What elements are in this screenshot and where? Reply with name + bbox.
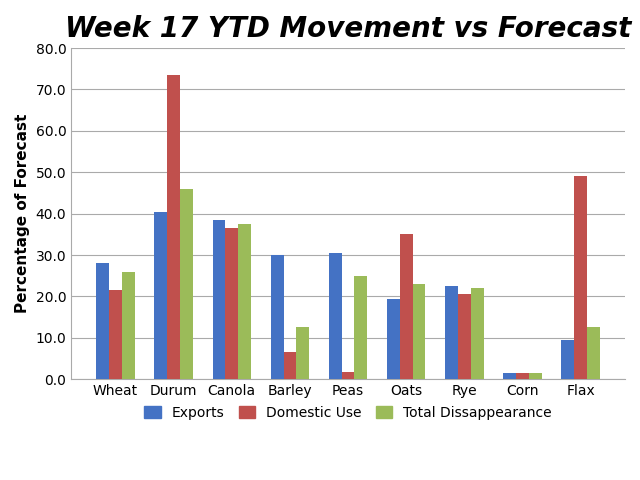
Legend: Exports, Domestic Use, Total Dissappearance: Exports, Domestic Use, Total Dissappeara… bbox=[138, 400, 557, 425]
Bar bbox=[400, 234, 413, 379]
Y-axis label: Percentage of Forecast: Percentage of Forecast bbox=[15, 114, 30, 313]
Bar bbox=[471, 288, 484, 379]
Bar bbox=[296, 327, 309, 379]
Bar bbox=[180, 189, 193, 379]
Bar bbox=[238, 224, 251, 379]
Bar bbox=[284, 352, 296, 379]
Bar bbox=[574, 177, 587, 379]
Bar bbox=[212, 220, 225, 379]
Bar bbox=[342, 372, 355, 379]
Bar bbox=[122, 272, 134, 379]
Bar bbox=[458, 294, 471, 379]
Bar bbox=[355, 276, 367, 379]
Bar bbox=[97, 264, 109, 379]
Bar bbox=[587, 327, 600, 379]
Bar bbox=[413, 284, 426, 379]
Bar bbox=[503, 373, 516, 379]
Bar bbox=[154, 212, 167, 379]
Bar bbox=[167, 75, 180, 379]
Bar bbox=[516, 373, 529, 379]
Bar bbox=[529, 373, 541, 379]
Bar bbox=[109, 290, 122, 379]
Bar bbox=[561, 340, 574, 379]
Bar bbox=[271, 255, 284, 379]
Title: Week 17 YTD Movement vs Forecast: Week 17 YTD Movement vs Forecast bbox=[65, 15, 631, 43]
Bar bbox=[225, 228, 238, 379]
Bar bbox=[387, 299, 400, 379]
Bar bbox=[445, 286, 458, 379]
Bar bbox=[329, 253, 342, 379]
